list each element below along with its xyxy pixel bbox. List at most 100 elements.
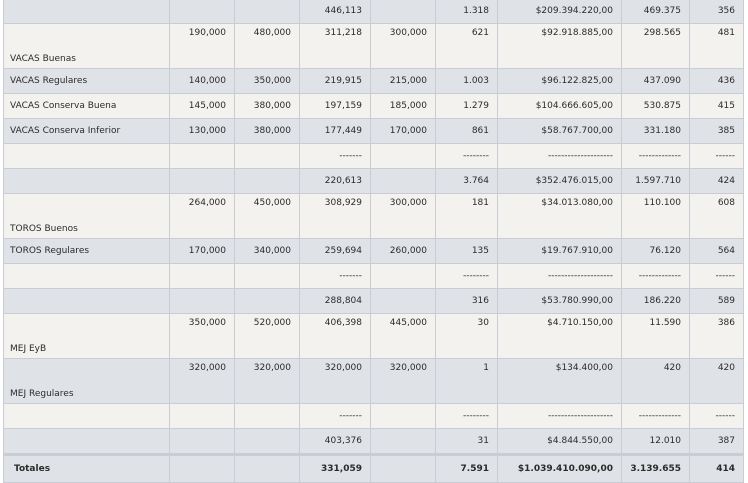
cell-col5: 30 [435,313,498,359]
row-label [3,263,170,289]
cell-col2: 480,000 [234,23,300,69]
cell-col3: 197,159 [299,93,371,119]
row-label [3,143,170,169]
cell-col2 [234,428,300,455]
cell-col6: -------------------- [497,263,622,289]
cell-col8: 481 [689,23,744,69]
cell-col5: 1.279 [435,93,498,119]
cell-col4 [370,143,436,169]
row-label: VACAS Conserva Buena [3,93,170,119]
table-row: MEJ EyB 350,000 520,000 406,398 445,000 … [3,313,744,359]
cell-col2 [234,168,300,194]
cell-col6: $34.013.080,00 [497,193,622,239]
totals-label: Totales [3,453,170,483]
cell-col5: 316 [435,288,498,314]
report-table-container: 446,113 1.318 $209.394.220,00 469.375 35… [3,0,744,483]
row-label: TOROS Buenos [3,193,170,239]
cell-col6: $4.710.150,00 [497,313,622,359]
cell-col7: ------------- [621,143,690,169]
cell-col8: 589 [689,288,744,314]
cell-col4 [370,288,436,314]
cell-col3: 177,449 [299,118,371,144]
cell-col1 [169,403,235,429]
cell-col2: 350,000 [234,68,300,94]
cell-col5: -------- [435,403,498,429]
table-row: VACAS Buenas 190,000 480,000 311,218 300… [3,23,744,69]
cell-col4 [370,428,436,455]
cell-col7: 12.010 [621,428,690,455]
row-label: MEJ EyB [3,313,170,359]
cell-col4 [370,168,436,194]
cell-col5: -------- [435,143,498,169]
cell-col6: $1.039.410.090,00 [497,453,622,483]
cell-col1 [169,288,235,314]
cell-col3: 446,113 [299,0,371,24]
cell-col6: $96.122.825,00 [497,68,622,94]
cell-col6: $209.394.220,00 [497,0,622,24]
row-label: MEJ Regulares [3,358,170,404]
cell-col8: 436 [689,68,744,94]
cell-col1 [169,428,235,455]
cell-col6: $19.767.910,00 [497,238,622,264]
cell-col3: 320,000 [299,358,371,404]
cell-col7: 469.375 [621,0,690,24]
cell-col1 [169,263,235,289]
cell-col6: $92.918.885,00 [497,23,622,69]
cell-col7: 76.120 [621,238,690,264]
row-label [3,428,170,455]
cell-col1 [169,168,235,194]
totals-row: Totales 331,059 7.591 $1.039.410.090,00 … [3,453,744,483]
cell-col8: 356 [689,0,744,24]
cell-col7: ------------- [621,263,690,289]
cell-col1: 130,000 [169,118,235,144]
row-label [3,0,170,24]
cell-col5: 3.764 [435,168,498,194]
cell-col8: 387 [689,428,744,455]
table-row: ------- -------- -------------------- --… [3,143,744,169]
cell-col1: 170,000 [169,238,235,264]
cell-col1: 264,000 [169,193,235,239]
cell-col2: 450,000 [234,193,300,239]
cell-col8: 420 [689,358,744,404]
cell-col2 [234,403,300,429]
cell-col6: $58.767.700,00 [497,118,622,144]
cell-col5: 861 [435,118,498,144]
cell-col8: 564 [689,238,744,264]
cell-col2 [234,288,300,314]
cell-col4: 170,000 [370,118,436,144]
cell-col3: 259,694 [299,238,371,264]
cell-col8: 386 [689,313,744,359]
cell-col5: 1.318 [435,0,498,24]
cell-col4: 445,000 [370,313,436,359]
cell-col1: 145,000 [169,93,235,119]
cell-col1: 140,000 [169,68,235,94]
table-row: ------- -------- -------------------- --… [3,263,744,289]
cell-col3: ------- [299,263,371,289]
row-label: VACAS Buenas [3,23,170,69]
cell-col4: 320,000 [370,358,436,404]
cell-col3: 331,059 [299,453,371,483]
cell-col5: -------- [435,263,498,289]
cell-col4: 185,000 [370,93,436,119]
cell-col6: $53.780.990,00 [497,288,622,314]
cell-col5: 1.003 [435,68,498,94]
cell-col7: 437.090 [621,68,690,94]
cell-col3: ------- [299,403,371,429]
cell-col8: 414 [689,453,744,483]
cell-col7: 420 [621,358,690,404]
cell-col6: $104.666.605,00 [497,93,622,119]
cell-col6: -------------------- [497,143,622,169]
cell-col2 [234,0,300,24]
cell-col1 [169,0,235,24]
cell-col1 [169,453,235,483]
cell-col3: 403,376 [299,428,371,455]
cell-col5: 621 [435,23,498,69]
table-row: VACAS Conserva Buena 145,000 380,000 197… [3,93,744,119]
cell-col8: ------ [689,143,744,169]
row-label: VACAS Conserva Inferior [3,118,170,144]
table-row: VACAS Regulares 140,000 350,000 219,915 … [3,68,744,94]
cell-col2 [234,453,300,483]
cell-col5: 181 [435,193,498,239]
cell-col8: ------ [689,263,744,289]
cell-col2: 380,000 [234,93,300,119]
